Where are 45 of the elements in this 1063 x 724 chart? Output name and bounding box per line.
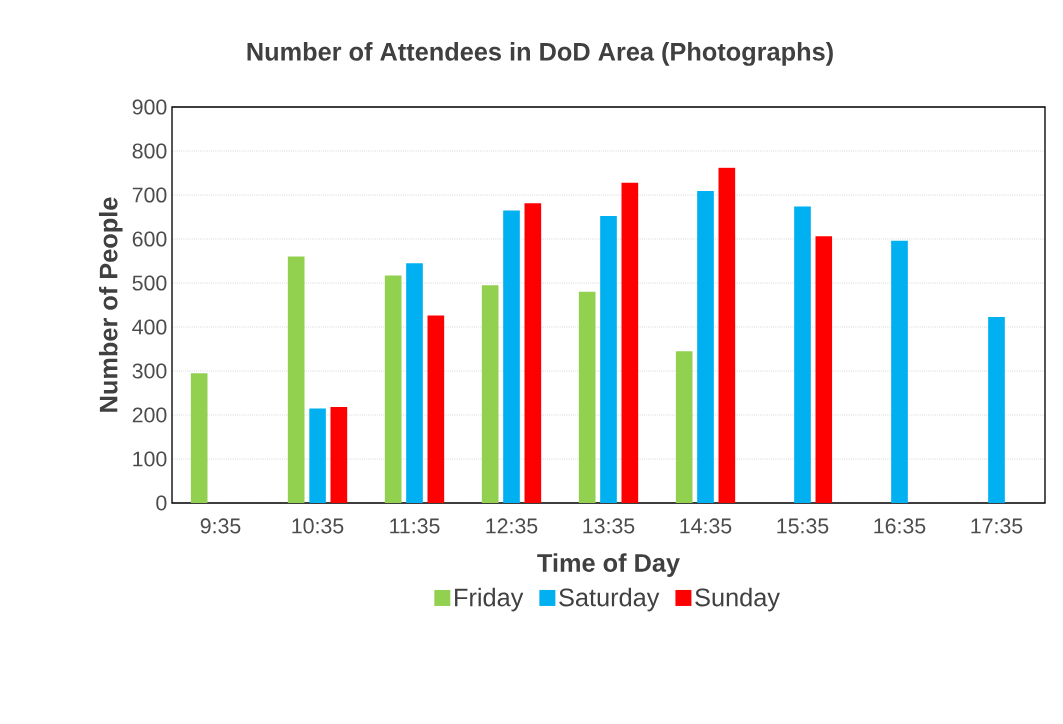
bar [988, 316, 1005, 503]
x-tick-label: 12:35 [486, 518, 538, 534]
bar [309, 408, 326, 503]
y-tick-label: 500 [132, 275, 167, 291]
legend-label: Friday [455, 587, 524, 612]
x-tick-label: 14:35 [680, 518, 732, 534]
y-tick-label: 400 [132, 319, 167, 335]
x-tick-label: 15:35 [777, 518, 829, 534]
bar [287, 256, 305, 503]
chart-title: Number of Attendees in DoD Area (Photographs) [247, 42, 833, 66]
y-axis-title: Number of People [98, 197, 123, 412]
y-tick-label: 0 [156, 495, 167, 511]
bar [578, 291, 596, 503]
bar [621, 182, 639, 503]
bar [190, 373, 208, 503]
legend-label: Saturday [559, 587, 660, 612]
y-tick-label: 600 [132, 231, 167, 247]
x-tick-label: 9:35 [200, 518, 241, 534]
bar [891, 240, 908, 503]
x-axis-title: Time of Day [537, 553, 680, 577]
bar [330, 407, 348, 503]
bar [675, 351, 693, 503]
bar [718, 167, 736, 503]
x-tick-label: 17:35 [971, 518, 1023, 534]
x-tick-label: 16:35 [874, 518, 926, 534]
y-tick-label: 200 [132, 407, 167, 423]
y-tick-label: 100 [133, 451, 167, 467]
bar [600, 216, 617, 503]
y-tick-label: 700 [132, 187, 167, 203]
y-tick-label: 800 [132, 143, 167, 159]
bar [427, 315, 445, 503]
bar [406, 263, 423, 503]
x-tick-label: 13:35 [583, 518, 635, 534]
bar [524, 203, 542, 503]
bar [697, 191, 714, 503]
y-tick-label: 900 [132, 99, 167, 115]
x-tick-label: 11:35 [390, 518, 440, 534]
bar [481, 285, 499, 503]
bar [503, 210, 520, 503]
bar [815, 236, 833, 503]
legend-label: Sunday [695, 587, 780, 612]
y-tick-label: 300 [132, 363, 167, 379]
bar [794, 206, 811, 503]
x-tick-label: 10:35 [292, 518, 344, 534]
bar [384, 275, 402, 503]
